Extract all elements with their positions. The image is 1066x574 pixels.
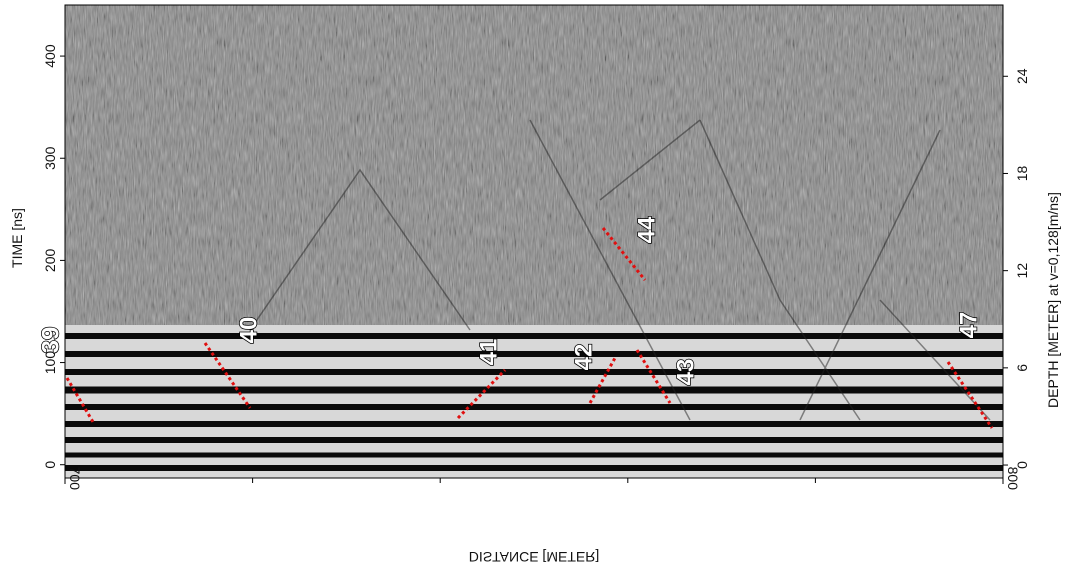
- annotation-label: 41: [475, 339, 502, 366]
- x-tick-label: 800: [1005, 467, 1021, 491]
- annotation-label: 43: [672, 359, 699, 386]
- y2-tick-label: 6: [1014, 364, 1030, 372]
- y2-tick-label: 24: [1014, 68, 1030, 84]
- annotation-label: 47: [955, 312, 982, 339]
- y2-axis-label: DEPTH [METER] at v=0,128[m/ns]: [1045, 192, 1061, 408]
- y2-tick-label: 12: [1014, 263, 1030, 279]
- x-axis-label: DISTANCE [METER]: [469, 549, 599, 565]
- radargram-image: [65, 5, 1003, 478]
- y-axis-label: TIME [ns]: [9, 208, 25, 268]
- y2-tick-label: 18: [1014, 165, 1030, 181]
- chart: TIME [ns] DEPTH [METER] at v=0,128[m/ns]…: [0, 0, 1066, 569]
- annotation-label: 42: [570, 344, 597, 371]
- annotation-label: 39: [37, 327, 64, 354]
- y-tick-label: 400: [42, 44, 58, 68]
- y-tick-label: 0: [42, 461, 58, 469]
- y-tick-label: 300: [42, 146, 58, 170]
- x-tick-label: 700: [67, 467, 83, 491]
- y-tick-label: 200: [42, 249, 58, 273]
- annotation-label: 40: [235, 317, 262, 344]
- annotation-label: 44: [633, 216, 660, 243]
